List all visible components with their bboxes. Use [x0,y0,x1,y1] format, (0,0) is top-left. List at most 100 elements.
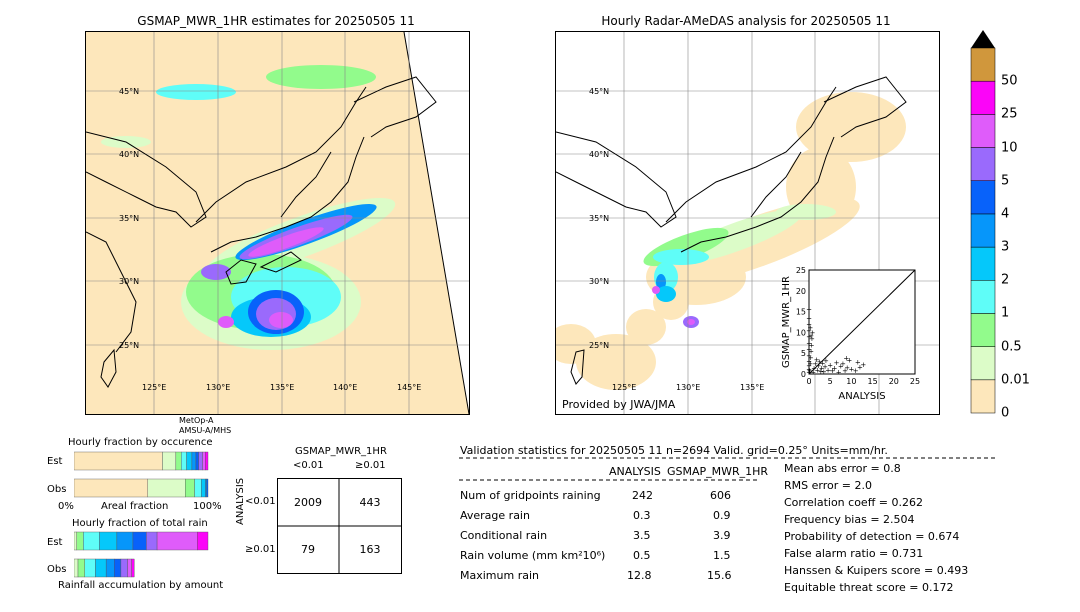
scatter-point: + [860,361,866,369]
left-lat-label: 35°N [119,214,139,223]
colorbar [970,30,996,414]
colorbar-tick-label: 5 [1001,173,1010,189]
stat-label: Conditional rain [460,529,548,542]
right-map-canvas: 45°N 40°N 35°N 30°N 25°N 125°E 130°E 135… [556,32,939,414]
left-lat-label: 30°N [119,277,139,286]
stack-segment [206,478,209,498]
contingency-cell: 443 [359,496,381,509]
one-to-one-line [808,269,916,375]
scatter-point: + [806,366,812,374]
stat-gsmap: 0.9 [713,509,731,522]
scatter-point: + [815,362,821,370]
satellite-name: MetOp-A [179,416,214,425]
scatter-xtick-label: 0 [806,377,811,386]
left-lon-label: 130°E [206,383,230,392]
stack-segment [186,451,193,471]
stack-segment [74,451,163,471]
scatter-point: + [809,341,815,349]
colorbar-tick-label: 1 [1001,305,1010,321]
colorbar-tick-label: 25 [1001,106,1018,122]
stack-segment [147,478,186,498]
scatter-point: + [853,367,859,375]
score-line: Frequency bias = 2.504 [784,513,915,526]
stack-segment [156,531,198,551]
scatter-point: + [806,368,812,376]
scatter-point: + [832,365,838,373]
right-lon-label: 125°E [612,383,636,392]
scatter-point: + [821,368,827,376]
stat-label: Average rain [460,509,530,522]
stack-segment [74,478,148,498]
colorbar-segment [970,80,996,115]
stat-label: Rain volume (mm km²10⁶) [460,549,606,562]
scatter-point: + [808,354,814,362]
scatter-point: + [848,366,854,374]
colorbar-segment [970,379,996,414]
occurrence-est-bar [74,451,209,471]
scatter-point: + [806,346,812,354]
colorbar-segment [970,313,996,347]
stack-segment [197,531,209,551]
stack-segment [76,531,84,551]
stack-segment [132,531,147,551]
right-lat-label: 45°N [589,87,609,96]
colorbar-tick-label: 4 [1001,206,1010,222]
contingency-row-lt: <0.01 [245,496,276,507]
colorbar-segment [970,147,996,181]
left-lat-label: 25°N [119,341,139,350]
total-rain-est-bar [74,531,209,551]
scatter-point: + [855,358,861,366]
stat-gsmap: 3.9 [713,529,731,542]
stat-analysis: 0.3 [633,509,651,522]
scatter-point: + [809,329,815,337]
colorbar-segment [970,180,996,215]
satellite-swath [86,32,469,414]
validation-col-analysis: ANALYSIS [609,465,661,478]
data-credit: Provided by JWA/JMA [562,398,676,411]
total-rain-obs-bar [74,558,135,578]
left-map: 45°N 40°N 35°N 30°N 25°N 125°E 130°E 135… [85,31,470,415]
stat-gsmap: 1.5 [713,549,731,562]
scatter-point: + [806,306,812,314]
score-line: Hanssen & Kuipers score = 0.493 [784,564,969,577]
colorbar-segment [970,246,996,281]
occurrence-est-label: Est [47,456,63,467]
score-line: False alarm ratio = 0.731 [784,547,924,560]
scatter-ytick-label: 10 [796,328,806,337]
colorbar-segment [970,280,996,314]
stack-segment [180,451,187,471]
colorbar-tick-label: 3 [1001,239,1010,255]
stack-segment [105,558,115,578]
left-lon-label: 125°E [142,383,166,392]
left-map-canvas: 45°N 40°N 35°N 30°N 25°N 125°E 130°E 135… [86,32,469,414]
stack-segment [202,451,206,471]
total-rain-title: Hourly fraction of total rain [72,518,208,529]
rain-field [101,65,396,350]
colorbar-segment [970,114,996,148]
validation-rules [459,457,997,481]
right-map-title: Hourly Radar-AMeDAS analysis for 2025050… [601,14,891,28]
stat-analysis: 0.5 [633,549,651,562]
scatter-xtick-label: 25 [910,377,920,386]
stack-segment [131,558,135,578]
scatter-point: + [807,324,813,332]
scatter-point: + [807,367,813,375]
stack-segment [116,531,134,551]
scatter-ytick-label: 25 [796,266,806,275]
radar-rain [643,204,836,328]
score-line: Mean abs error = 0.8 [784,462,901,475]
right-lat-label: 40°N [589,150,609,159]
contingency-col-lt: <0.01 [293,460,324,471]
sensor-name: AMSU-A/MHS [179,426,232,435]
scatter-point: + [812,360,818,368]
occurrence-obs-bar [74,478,209,498]
colorbar-tick-label: 50 [1001,73,1018,89]
stat-label: Num of gridpoints raining [460,489,601,502]
left-lon-label: 145°E [397,383,421,392]
scatter-point: + [806,362,812,370]
occurrence-title: Hourly fraction by occurence [68,437,213,448]
stack-segment [95,558,107,578]
scatter-xtick-label: 5 [828,377,833,386]
validation-col-gsmap: GSMAP_MWR_1HR [667,465,769,478]
scatter-ytick-label: 5 [801,349,806,358]
